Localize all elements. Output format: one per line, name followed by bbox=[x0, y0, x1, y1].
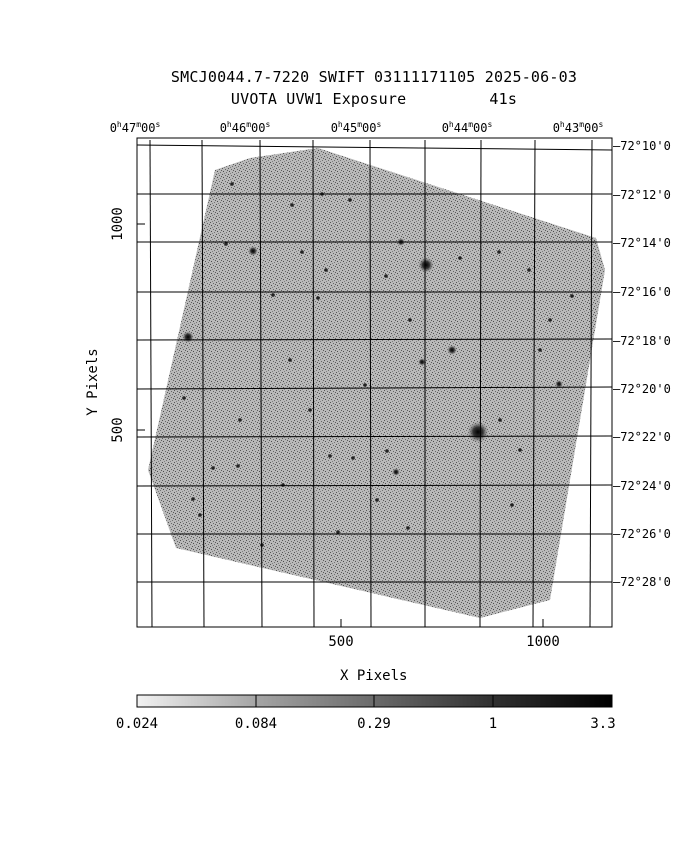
point-source bbox=[328, 454, 332, 458]
point-source bbox=[418, 257, 434, 273]
x-tick-label: 500 bbox=[328, 634, 354, 650]
point-source bbox=[384, 274, 388, 278]
point-source bbox=[518, 448, 522, 452]
point-source bbox=[447, 345, 457, 355]
dec-tick-label: –72°12'0 bbox=[613, 188, 671, 202]
point-source bbox=[191, 497, 195, 501]
point-source bbox=[375, 498, 379, 502]
point-source bbox=[510, 503, 514, 507]
point-source bbox=[288, 358, 292, 362]
plot-frame bbox=[136, 137, 613, 628]
dec-tick-label: –72°24'0 bbox=[613, 479, 671, 493]
point-source bbox=[198, 513, 202, 517]
coordinate-grid bbox=[136, 139, 613, 628]
dec-tick-label: –72°20'0 bbox=[613, 382, 671, 396]
y-tick-label: 500 bbox=[110, 417, 126, 443]
point-source bbox=[236, 464, 240, 468]
point-source bbox=[418, 358, 426, 366]
point-source bbox=[290, 203, 294, 207]
point-source bbox=[351, 456, 355, 460]
figure-title-line-2: UVOTA UVW1 Exposure 41s bbox=[230, 90, 518, 108]
point-source bbox=[363, 383, 367, 387]
point-source bbox=[238, 418, 242, 422]
point-source bbox=[498, 418, 502, 422]
point-source bbox=[392, 468, 400, 476]
point-source bbox=[408, 318, 412, 322]
point-source bbox=[248, 246, 258, 256]
x-tick-label: 1000 bbox=[526, 634, 560, 650]
dec-tick-label: –72°22'0 bbox=[613, 430, 671, 444]
ra-tick-label: 0h44m00s bbox=[441, 120, 493, 135]
colorbar-label: 0.29 bbox=[357, 716, 391, 732]
colorbar-label: 3.3 bbox=[590, 716, 616, 732]
point-source bbox=[527, 268, 531, 272]
point-source bbox=[555, 380, 563, 388]
point-source bbox=[316, 296, 320, 300]
point-source bbox=[324, 268, 328, 272]
point-source bbox=[281, 483, 285, 487]
dec-tick-label: –72°28'0 bbox=[613, 575, 671, 589]
point-source bbox=[182, 396, 186, 400]
point-source bbox=[458, 256, 462, 260]
y-tick-label: 1000 bbox=[110, 207, 126, 241]
ra-tick-label: 0h45m00s bbox=[330, 120, 382, 135]
dec-tick-label: –72°14'0 bbox=[613, 236, 671, 250]
point-source bbox=[182, 331, 194, 343]
point-source bbox=[211, 466, 215, 470]
ra-tick-label: 0h47m00s bbox=[109, 120, 161, 135]
y-axis-label: Y Pixels bbox=[85, 348, 101, 416]
point-source bbox=[570, 294, 574, 298]
point-source bbox=[300, 250, 304, 254]
exposure-footprint bbox=[148, 148, 605, 618]
sources-layer bbox=[182, 182, 574, 547]
point-source bbox=[467, 421, 489, 443]
point-source bbox=[348, 198, 352, 202]
dec-tick-label: –72°18'0 bbox=[613, 334, 671, 348]
point-source bbox=[308, 408, 312, 412]
colorbar-label: 0.084 bbox=[234, 716, 278, 732]
point-source bbox=[336, 530, 340, 534]
colorbar-label: 1 bbox=[488, 716, 498, 732]
colorbar-label: 0.024 bbox=[115, 716, 159, 732]
figure-title-line-1: SMCJ0044.7-7220 SWIFT 03111171105 2025-0… bbox=[170, 68, 578, 86]
ra-tick-label: 0h46m00s bbox=[219, 120, 271, 135]
point-source bbox=[497, 250, 501, 254]
dec-tick-label: –72°16'0 bbox=[613, 285, 671, 299]
point-source bbox=[271, 293, 275, 297]
point-source bbox=[385, 449, 389, 453]
point-source bbox=[406, 526, 410, 530]
ra-tick-label: 0h43m00s bbox=[552, 120, 604, 135]
point-source bbox=[538, 348, 542, 352]
point-source bbox=[230, 182, 234, 186]
point-source bbox=[548, 318, 552, 322]
point-source bbox=[224, 242, 228, 246]
dec-tick-label: –72°26'0 bbox=[613, 527, 671, 541]
dec-tick-label: –72°10'0 bbox=[613, 139, 671, 153]
x-axis-label: X Pixels bbox=[340, 668, 408, 684]
